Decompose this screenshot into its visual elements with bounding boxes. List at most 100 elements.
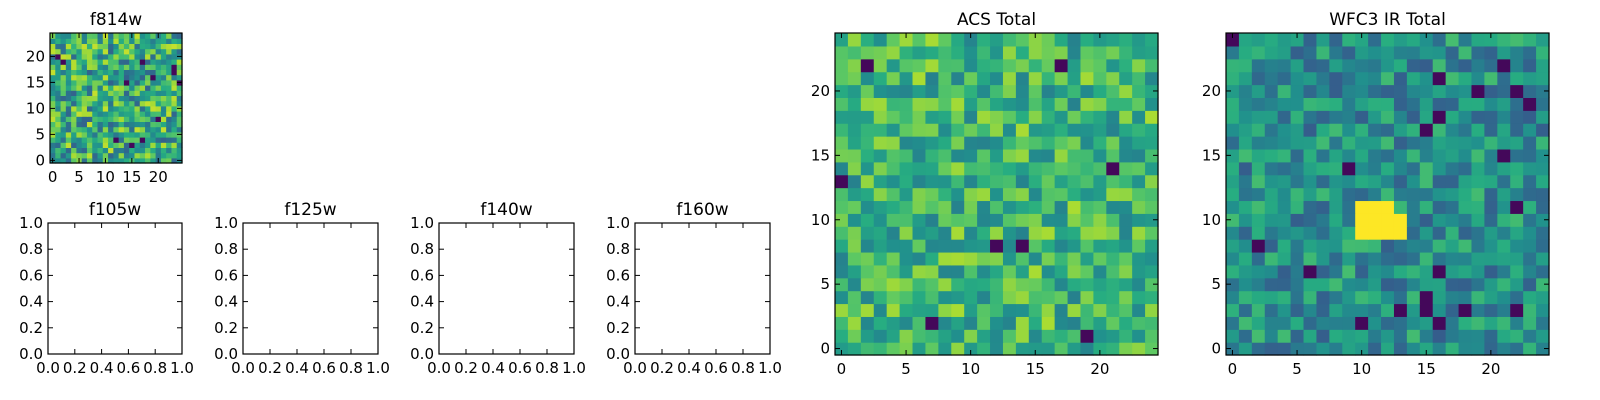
- heatmap-cell: [113, 131, 120, 138]
- heatmap-cell: [912, 161, 927, 176]
- heatmap-cell: [951, 303, 965, 317]
- heatmap-cell: [176, 90, 183, 96]
- heatmap-cell: [1277, 123, 1292, 137]
- heatmap-cell: [977, 213, 991, 227]
- heatmap-cell: [1484, 110, 1498, 124]
- heatmap-cell: [118, 105, 125, 112]
- heatmap-cell: [123, 131, 130, 138]
- heatmap-cell: [1484, 45, 1498, 60]
- heatmap-cell: [1368, 316, 1382, 330]
- heatmap-cell: [873, 329, 888, 343]
- heatmap-cell: [1119, 251, 1133, 266]
- heatmap-cell: [1002, 45, 1017, 60]
- heatmap-cell: [847, 251, 862, 266]
- heatmap-cell: [1497, 239, 1511, 253]
- heatmap-cell: [81, 142, 88, 148]
- heatmap-cell: [108, 64, 114, 70]
- heatmap-cell: [92, 64, 99, 70]
- heatmap-cell: [912, 97, 927, 111]
- heatmap-cell: [113, 48, 120, 55]
- heatmap-cell: [76, 111, 83, 117]
- heatmap-cell: [860, 200, 875, 214]
- heatmap-cell: [1458, 187, 1473, 202]
- heatmap-cell: [964, 264, 978, 279]
- heatmap-cell: [118, 131, 125, 138]
- heatmap-cell: [1484, 58, 1498, 73]
- heatmap-cell: [1445, 84, 1460, 98]
- heatmap-cell: [129, 85, 136, 91]
- heatmap-cell: [1484, 290, 1498, 305]
- heatmap-cell: [1445, 33, 1460, 47]
- heatmap-cell: [860, 110, 875, 124]
- heatmap-cell: [134, 38, 141, 44]
- heatmap-cell: [65, 33, 72, 39]
- heatmap-cell: [102, 147, 109, 154]
- heatmap-cell: [1355, 290, 1369, 305]
- heatmap-cell: [1329, 200, 1343, 214]
- heatmap-cell: [1119, 33, 1133, 47]
- x-tick-label: 1.0: [170, 359, 194, 377]
- heatmap-cell: [1393, 226, 1408, 240]
- heatmap-cell: [1523, 239, 1537, 253]
- heatmap-cell: [1381, 136, 1395, 150]
- heatmap-cell: [139, 79, 146, 86]
- heatmap-cell: [1393, 58, 1408, 73]
- heatmap-cell: [97, 142, 104, 148]
- heatmap-cell: [925, 213, 939, 227]
- heatmap-cell: [1238, 251, 1253, 266]
- heatmap-cell: [150, 131, 157, 138]
- heatmap-cell: [1067, 45, 1082, 60]
- heatmap-cell: [171, 100, 178, 107]
- heatmap-cell: [81, 100, 88, 107]
- heatmap-cell: [1067, 200, 1082, 214]
- heatmap-cell: [1329, 123, 1343, 137]
- heatmap-cell: [1054, 303, 1069, 317]
- heatmap-cell: [92, 43, 99, 50]
- heatmap-cell: [160, 157, 167, 164]
- heatmap-cell: [847, 187, 862, 202]
- heatmap-cell: [1226, 303, 1240, 317]
- heatmap-cell: [1458, 136, 1473, 150]
- heatmap-cell: [155, 69, 162, 76]
- heatmap-cell: [1145, 110, 1159, 124]
- heatmap-cell: [71, 79, 77, 86]
- heatmap-cell: [1432, 251, 1447, 266]
- heatmap-cell: [835, 290, 849, 305]
- heatmap-cell: [71, 152, 77, 159]
- heatmap-cell: [1002, 239, 1017, 253]
- heatmap-cell: [1510, 174, 1524, 189]
- heatmap-cell: [118, 43, 125, 50]
- heatmap-cell: [1458, 84, 1473, 98]
- heatmap-cell: [1445, 161, 1460, 176]
- heatmap-cell: [1484, 316, 1498, 330]
- heatmap-cell: [1290, 123, 1305, 137]
- y-tick-label: 10: [811, 211, 830, 229]
- heatmap-cell: [1316, 213, 1330, 227]
- heatmap-cell: [129, 74, 136, 81]
- heatmap-cell: [899, 277, 914, 292]
- heatmap-cell: [1093, 264, 1107, 279]
- heatmap-cell: [86, 126, 93, 133]
- heatmap-cell: [1445, 329, 1460, 343]
- heatmap-cell: [1290, 239, 1305, 253]
- heatmap-cell: [1303, 148, 1318, 163]
- heatmap-cell: [60, 152, 67, 159]
- heatmap-cell: [990, 148, 1004, 163]
- heatmap-cell: [912, 84, 927, 98]
- y-tick-label: 5: [1211, 275, 1221, 293]
- heatmap-cell: [925, 58, 939, 73]
- heatmap-cell: [1264, 316, 1279, 330]
- heatmap-cell: [129, 147, 136, 154]
- heatmap-cell: [1381, 303, 1395, 317]
- heatmap-cell: [912, 123, 927, 137]
- heatmap-cell: [1251, 303, 1266, 317]
- heatmap-cell: [171, 95, 178, 102]
- heatmap-cell: [1329, 226, 1343, 240]
- heatmap-cell: [1471, 45, 1485, 60]
- heatmap-cell: [1510, 110, 1524, 124]
- heatmap-cell: [964, 329, 978, 343]
- heatmap-cell: [1497, 303, 1511, 317]
- heatmap-cell: [1106, 251, 1120, 266]
- heatmap-cell: [81, 147, 88, 154]
- heatmap-cell: [113, 116, 120, 122]
